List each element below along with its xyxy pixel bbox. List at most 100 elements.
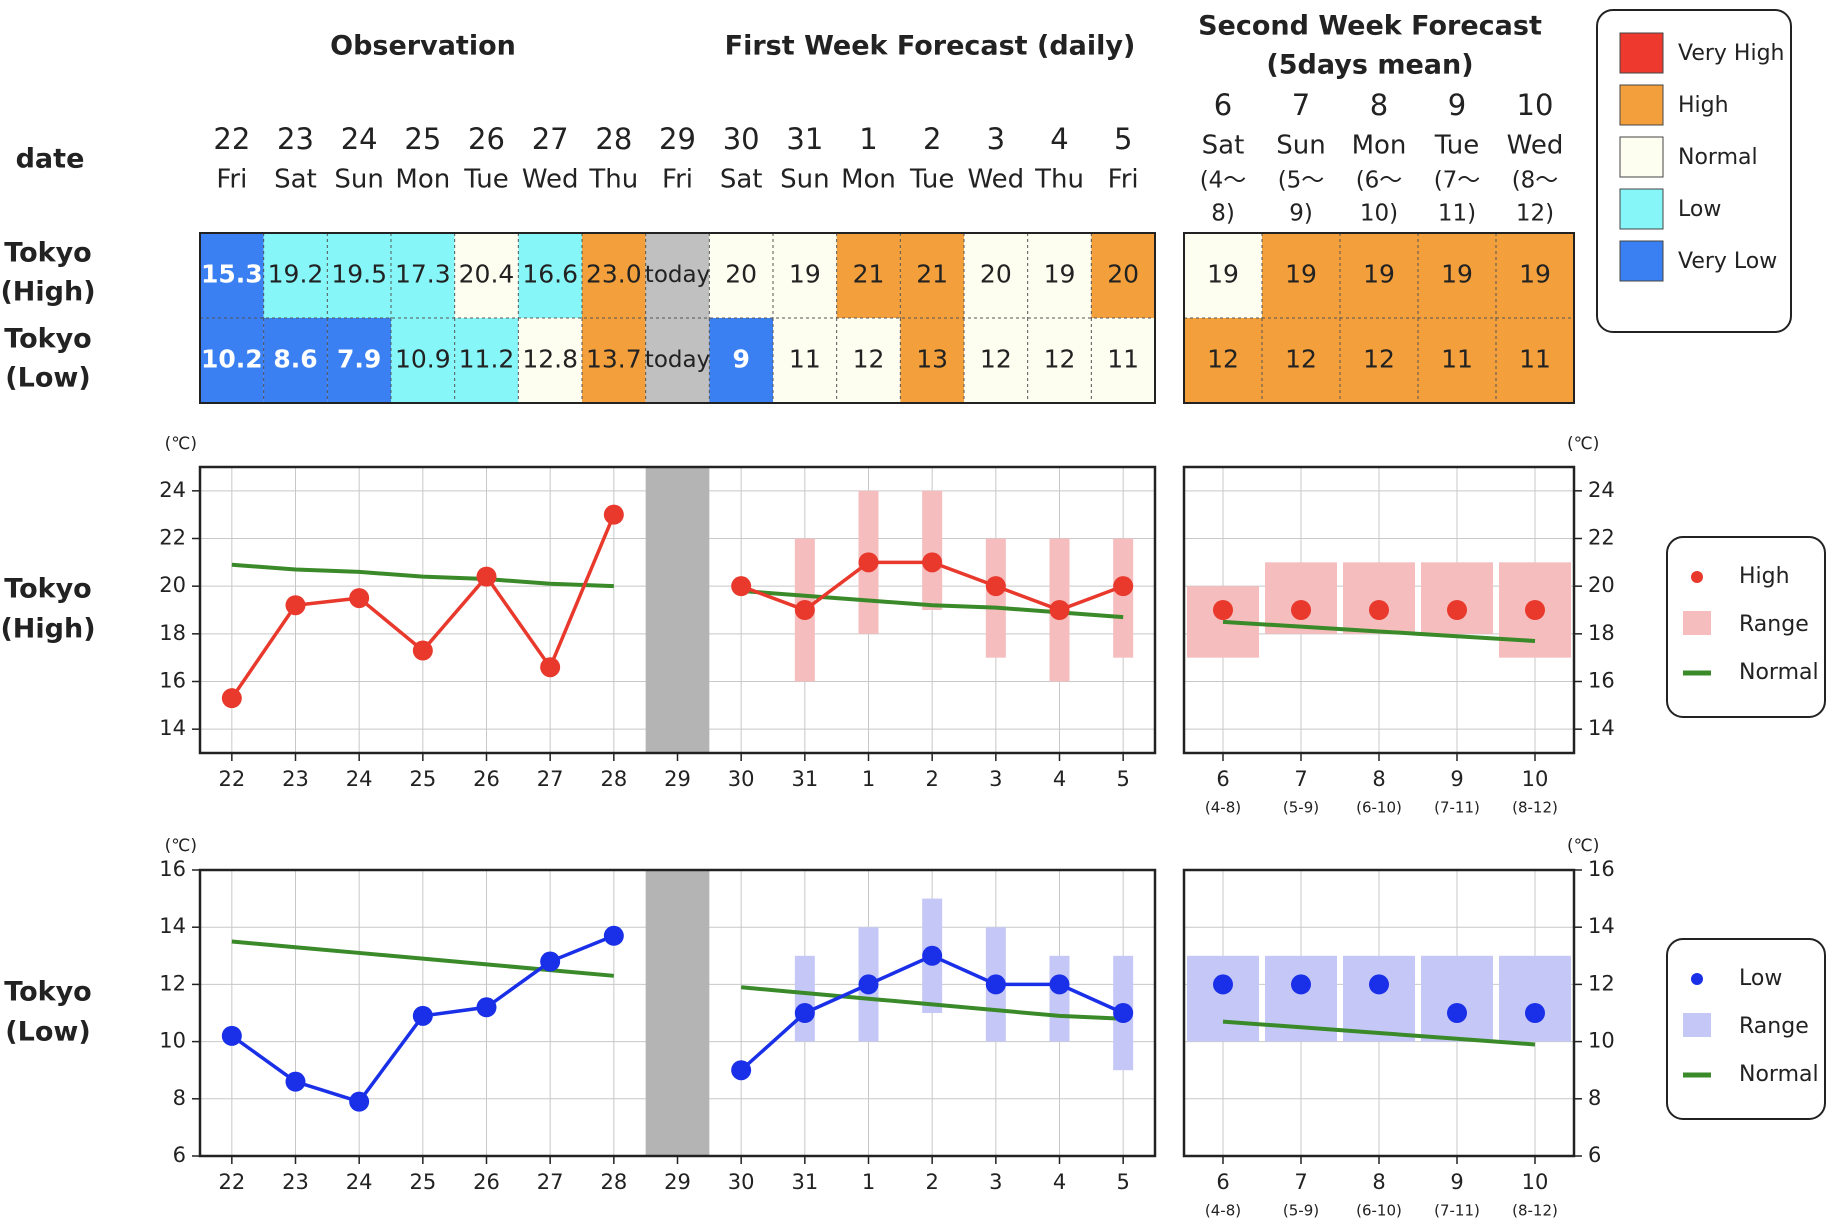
table-cell-value: 19 xyxy=(1519,260,1551,289)
table-cell-value: 11 xyxy=(789,345,821,374)
table-cell-value: 20 xyxy=(1107,260,1139,289)
normal-line xyxy=(1222,619,1536,643)
table-cell xyxy=(1184,233,1262,318)
y-tick-label: 10 xyxy=(159,1029,186,1053)
legend-label-very_high: Very High xyxy=(1678,41,1785,66)
x-tick-label: 23 xyxy=(282,1170,309,1194)
table-cell-value: 12 xyxy=(853,345,885,374)
y-tick-label: 24 xyxy=(1588,478,1615,502)
week2-date-weekday: Sat xyxy=(1202,131,1245,161)
observation-point xyxy=(221,688,242,709)
forecast-point xyxy=(1049,974,1070,995)
table-cell xyxy=(1027,233,1092,318)
table-cell xyxy=(964,233,1028,318)
week2-point xyxy=(1369,600,1389,620)
table-cell xyxy=(263,318,328,403)
table-cell xyxy=(1496,233,1574,318)
week2-range-box xyxy=(1421,562,1493,634)
row-label-high: (High) xyxy=(0,277,95,308)
forecast-point xyxy=(1113,576,1134,597)
week2-date-weekday: Mon xyxy=(1352,131,1407,161)
date-number: 25 xyxy=(404,122,441,156)
y-tick-label: 24 xyxy=(159,478,186,502)
table-cell xyxy=(518,233,582,318)
legend-point-label: High xyxy=(1739,564,1790,589)
observation-point xyxy=(285,1071,306,1092)
x-tick-label: 28 xyxy=(600,1170,627,1194)
y-tick-label: 18 xyxy=(159,621,186,645)
week2-date-range: (6～ xyxy=(1356,168,1403,194)
table-cell xyxy=(327,318,391,403)
table-cell-value: 20.4 xyxy=(459,260,515,289)
week2-date-range: 8) xyxy=(1211,201,1235,227)
date-weekday: Tue xyxy=(463,165,508,195)
date-number: 2 xyxy=(923,122,941,156)
table-cell xyxy=(454,318,519,403)
y-tick-label: 14 xyxy=(1588,914,1615,938)
y-tick-label: 18 xyxy=(1588,621,1615,645)
table-cell xyxy=(1340,233,1418,318)
table-cell-value: 12 xyxy=(1363,345,1395,374)
table-cell xyxy=(391,318,455,403)
table-cell xyxy=(1027,318,1092,403)
x-tick-label: 22 xyxy=(218,767,245,791)
observation-point xyxy=(349,1091,370,1112)
date-label: date xyxy=(16,144,85,175)
range-bar xyxy=(1113,538,1134,658)
forecast-point xyxy=(922,552,943,573)
table-cell-value: 11.2 xyxy=(459,345,515,374)
y-tick-label: 16 xyxy=(159,857,186,881)
y-tick-label: 8 xyxy=(1588,1086,1601,1110)
x-tick-label: 4 xyxy=(1053,767,1066,791)
range-bar xyxy=(985,538,1006,658)
x-tick-label: 23 xyxy=(282,767,309,791)
x-tick-label: 26 xyxy=(473,1170,500,1194)
table-cell xyxy=(836,233,901,318)
date-weekday: Sun xyxy=(780,165,829,195)
forecast-point xyxy=(858,552,879,573)
date-weekday: Thu xyxy=(1034,165,1084,195)
date-number: 23 xyxy=(277,122,314,156)
legend-normal-label: Normal xyxy=(1739,1062,1819,1087)
x-tick-label: 31 xyxy=(791,1170,818,1194)
date-number: 24 xyxy=(341,122,378,156)
table-cell-value: 15.3 xyxy=(201,260,263,289)
week2-date-range: 10) xyxy=(1360,201,1398,227)
legend-normal-label: Normal xyxy=(1739,660,1819,685)
legend-swatch-very_low xyxy=(1619,240,1664,282)
week2-date-range: 12) xyxy=(1516,201,1554,227)
chart-row-label: Tokyo xyxy=(4,977,92,1008)
table-cell xyxy=(327,233,391,318)
week2-date-weekday: Tue xyxy=(1434,131,1479,161)
y-tick-label: 20 xyxy=(1588,573,1615,597)
y-tick-label: 16 xyxy=(159,669,186,693)
legend-range-marker xyxy=(1683,611,1711,635)
week2-point xyxy=(1447,1003,1467,1023)
x-tick-label: 8 xyxy=(1372,767,1385,791)
legend-swatch-high xyxy=(1619,84,1664,126)
table-cell xyxy=(200,318,264,403)
table-cell xyxy=(645,233,710,318)
x-tick-label: 2 xyxy=(925,1170,938,1194)
forecast-point xyxy=(794,600,815,620)
table-cell-value: 10.2 xyxy=(201,345,263,374)
table-cell-value: 13 xyxy=(916,345,948,374)
week2-range-box xyxy=(1265,562,1337,634)
y-tick-label: 10 xyxy=(1588,1029,1615,1053)
x-tick-label: 2 xyxy=(925,767,938,791)
table-cell-value: 20 xyxy=(980,260,1012,289)
week2-point xyxy=(1291,974,1311,995)
x-tick-label: 29 xyxy=(664,767,691,791)
y-tick-label: 8 xyxy=(173,1086,186,1110)
x-tick-label: 28 xyxy=(600,767,627,791)
date-weekday: Wed xyxy=(522,165,579,195)
date-weekday: Sat xyxy=(720,165,763,195)
observation-point xyxy=(349,588,370,609)
table-cell-value: 11 xyxy=(1519,345,1551,374)
week2-point xyxy=(1213,974,1233,995)
x-range-label: (5-9) xyxy=(1283,799,1319,817)
x-range-label: (4-8) xyxy=(1205,799,1241,817)
table-cell-value: 11 xyxy=(1107,345,1139,374)
x-tick-label: 3 xyxy=(989,1170,1002,1194)
